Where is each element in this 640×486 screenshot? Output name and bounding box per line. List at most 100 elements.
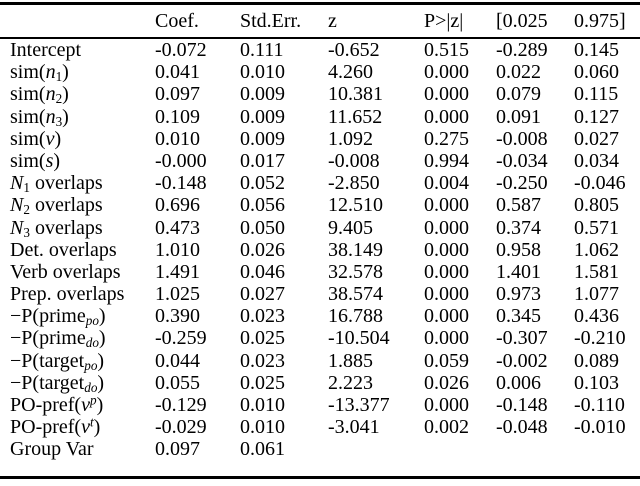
cell-p: 0.000 [424, 105, 469, 128]
cell-coef: 0.696 [155, 194, 200, 217]
cell-ci-low: 0.345 [496, 305, 541, 328]
cell-z: 10.381 [328, 83, 383, 106]
row-label: sim(n3) [10, 105, 69, 129]
cell-stderr: 0.025 [240, 371, 285, 394]
row-label: Intercept [10, 39, 82, 61]
cell-ci-low: 0.973 [496, 283, 541, 306]
cell-z: 11.652 [328, 105, 383, 128]
cell-z: 38.149 [328, 238, 383, 261]
cell-ci-high: 0.089 [574, 349, 619, 372]
cell-coef: -0.129 [155, 394, 207, 416]
cell-stderr: 0.025 [240, 327, 285, 350]
cell-z: 1.092 [328, 127, 373, 150]
table-row: PO-pref(vt) -0.029 0.010 -3.041 0.002 -0.048 -… [0, 414, 640, 439]
cell-ci-high: 0.805 [574, 194, 619, 217]
cell-stderr: 0.010 [240, 416, 285, 439]
cell-stderr: 0.009 [240, 83, 285, 106]
cell-ci-high: 0.034 [574, 149, 619, 172]
cell-coef: 0.473 [155, 216, 200, 239]
table-bottom-rule [0, 475, 640, 479]
cell-ci-low: -0.048 [496, 416, 548, 439]
cell-ci-low: -0.002 [496, 349, 548, 372]
column-header-coef: Coef. [155, 10, 199, 32]
row-label: Verb overlaps [10, 260, 121, 283]
cell-coef: 0.109 [155, 105, 200, 128]
cell-coef: 0.097 [155, 83, 200, 106]
column-header-ci-low: [0.025 [496, 10, 548, 32]
cell-ci-high: 0.103 [574, 371, 619, 394]
cell-ci-low: 0.091 [496, 105, 541, 128]
cell-z: 1.885 [328, 349, 373, 372]
table-row: −P(primedo) -0.259 0.025 -10.504 0.000 -0.307… [0, 327, 640, 349]
cell-stderr: 0.017 [240, 149, 285, 172]
cell-stderr: 0.026 [240, 238, 285, 261]
cell-coef: 1.010 [155, 238, 200, 261]
cell-p: 0.000 [424, 394, 469, 416]
row-label: sim(n1) [10, 61, 69, 85]
cell-z: 38.574 [328, 283, 383, 306]
cell-ci-high [574, 438, 640, 460]
cell-z: -10.504 [328, 327, 390, 350]
cell-stderr: 0.009 [240, 105, 285, 128]
cell-z: -0.008 [328, 149, 380, 172]
column-header-label [10, 5, 155, 37]
cell-ci-low: 0.022 [496, 61, 541, 84]
cell-ci-high: 0.115 [574, 83, 619, 106]
cell-stderr: 0.009 [240, 127, 285, 150]
table-row: Verb overlaps 1.491 0.046 32.578 0.000 1.401 1… [0, 261, 640, 283]
cell-stderr: 0.056 [240, 194, 285, 217]
table-row: −P(primepo) 0.390 0.023 16.788 0.000 0.345 0.4… [0, 305, 640, 327]
cell-stderr: 0.023 [240, 349, 285, 372]
cell-ci-high: 0.127 [574, 105, 619, 128]
row-label: Prep. overlaps [10, 283, 125, 306]
cell-p: 0.275 [424, 127, 469, 150]
cell-coef: 0.390 [155, 305, 200, 328]
cell-stderr: 0.050 [240, 216, 285, 239]
cell-p: 0.000 [424, 194, 469, 217]
cell-z: 32.578 [328, 260, 383, 283]
column-header-z: z [328, 10, 337, 32]
cell-ci-high: 0.436 [574, 305, 619, 328]
cell-p: 0.000 [424, 305, 469, 328]
row-label: −P(primedo) [10, 327, 106, 351]
cell-ci-high: 1.062 [574, 238, 619, 261]
cell-ci-high: -0.010 [574, 416, 626, 439]
row-label: sim(n2) [10, 83, 69, 107]
table-bottom-spacer [0, 461, 640, 476]
cell-p: 0.000 [424, 260, 469, 283]
column-header-stderr: Std.Err. [240, 10, 302, 32]
table-row: N1 overlaps -0.148 0.052 -2.850 0.004 -0.250 -… [0, 172, 640, 194]
cell-z [328, 438, 424, 460]
table-header-row: Coef. Std.Err. z P>|z| [0.025 0.975] [0, 5, 640, 37]
row-label: −P(targetpo) [10, 349, 105, 373]
cell-p: 0.994 [424, 149, 469, 172]
table-body: Intercept -0.072 0.111 -0.652 0.515 -0.289 0.1… [0, 39, 640, 461]
cell-stderr: 0.111 [240, 39, 284, 61]
cell-ci-low: -0.148 [496, 394, 548, 416]
cell-ci-low: -0.289 [496, 39, 548, 61]
cell-p: 0.000 [424, 327, 469, 350]
cell-coef: 0.010 [155, 127, 200, 150]
row-label: PO-pref(vt) [10, 414, 101, 439]
cell-coef: 0.041 [155, 61, 200, 84]
cell-p: 0.000 [424, 83, 469, 106]
row-label: Group Var [10, 438, 94, 461]
cell-coef: -0.259 [155, 327, 207, 350]
cell-stderr: 0.023 [240, 305, 285, 328]
table-row: Det. overlaps 1.010 0.026 38.149 0.000 0.958 1… [0, 239, 640, 261]
column-header-ci-high: 0.975] [574, 10, 626, 32]
table-row: sim(n3) 0.109 0.009 11.652 0.000 0.091 0.127 [0, 106, 640, 128]
row-label: sim(s) [10, 149, 61, 172]
cell-coef: 0.044 [155, 349, 200, 372]
row-label: N1 overlaps [10, 172, 103, 196]
cell-ci-high: 0.145 [574, 39, 619, 61]
cell-p: 0.059 [424, 349, 469, 372]
table-row: −P(targetpo) 0.044 0.023 1.885 0.059 -0.002 0.… [0, 350, 640, 372]
cell-p: 0.515 [424, 39, 469, 61]
table-row: −P(targetdo) 0.055 0.025 2.223 0.026 0.006 0.1… [0, 372, 640, 394]
cell-coef: 0.097 [155, 438, 200, 461]
cell-ci-high: -0.210 [574, 327, 626, 350]
cell-stderr: 0.052 [240, 172, 285, 195]
cell-z: 9.405 [328, 216, 373, 239]
row-label: N2 overlaps [10, 194, 103, 218]
